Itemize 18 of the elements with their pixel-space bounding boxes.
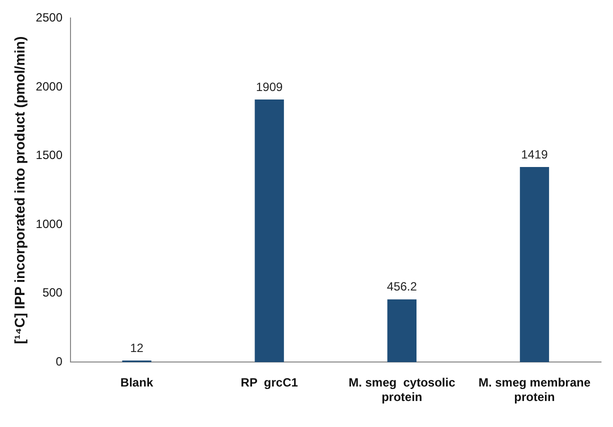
y-tick-label: 2500 — [36, 10, 63, 25]
y-tick-label: 500 — [42, 286, 63, 300]
y-tick-label: 2000 — [36, 79, 63, 94]
x-tick-label: M. smeg cytosolic protein — [348, 376, 456, 404]
x-tick-label: Blank — [120, 376, 154, 390]
y-tick-label: 1000 — [36, 216, 63, 231]
x-tick-label: M. smeg membrane protein — [478, 376, 591, 404]
data-label: 456.2 — [386, 280, 418, 294]
bar — [520, 166, 550, 362]
data-label: 1419 — [521, 147, 548, 162]
x-tick-label: RP grcC1 — [240, 376, 298, 390]
data-label: 12 — [130, 340, 144, 355]
bar — [387, 299, 416, 362]
data-label: 1909 — [256, 80, 284, 94]
bar — [254, 100, 284, 362]
y-tick-label: 1500 — [36, 148, 63, 162]
y-tick-label: 0 — [56, 354, 63, 369]
y-axis-title: [¹⁴C] IPP incorporated into product (pmol/min) — [11, 36, 28, 344]
